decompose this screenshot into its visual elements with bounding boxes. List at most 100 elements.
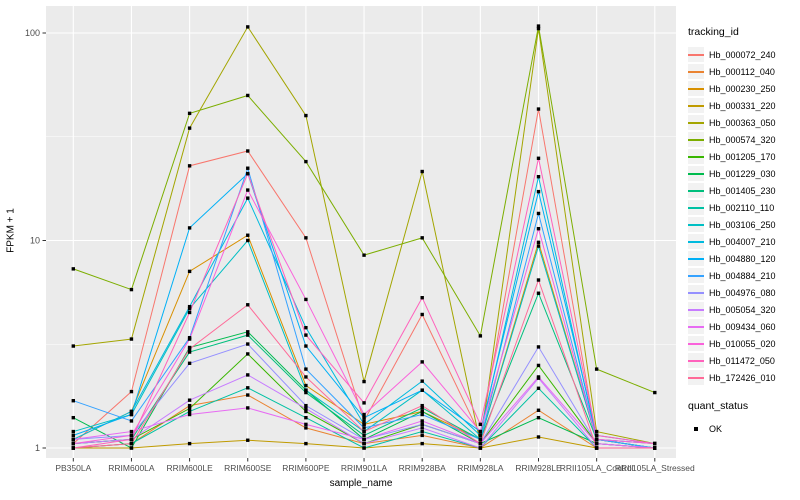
data-point [246,171,250,176]
data-point [187,403,192,408]
data-point [362,379,366,384]
legend-line-icon [688,54,704,56]
data-point [420,236,424,240]
data-point [362,426,366,430]
legend-label: Hb_002110_110 [709,202,775,213]
legend-key [688,302,704,317]
legend-key [688,149,704,164]
data-point [246,342,250,346]
data-point [420,409,424,414]
data-point [362,437,366,442]
data-point [187,126,192,130]
data-point [129,409,134,414]
data-point [304,390,308,395]
x-tick-label: RRIM928LE [515,463,562,473]
data-point [71,429,75,434]
data-point [129,337,134,341]
data-point [187,310,192,315]
data-point [653,390,657,395]
legend-items: Hb_000072_240 Hb_000112_040 Hb_000230_250 H… [688,46,800,386]
legend-label: Hb_004976_080 [709,287,776,298]
legend-key [688,217,704,232]
ok-point-icon [694,426,698,431]
data-point [71,441,75,446]
legend-key [688,370,704,385]
data-point [536,156,541,160]
data-point [420,296,424,300]
legend-label: Hb_003106_250 [709,219,776,230]
legend-label: Hb_004880_120 [709,253,776,264]
data-point [187,306,192,311]
legend-item: Hb_001405_230 [688,182,800,199]
x-tick-label: RRIM600LA [108,463,155,473]
data-point [594,437,599,442]
data-point [246,333,250,337]
legend-key [688,251,704,266]
legend-key [688,166,704,181]
data-point [129,441,134,446]
data-point [478,433,483,438]
data-point [304,426,308,430]
data-point [187,304,192,309]
legend-label: Hb_004884_210 [709,270,776,281]
data-point [304,406,308,411]
data-point [420,426,424,430]
legend-line-icon [688,190,704,192]
data-point [304,415,308,420]
legend-item: Hb_010055_020 [688,335,800,352]
data-point [536,189,541,194]
legend-key [688,353,704,368]
legend-item: Hb_004880_120 [688,250,800,267]
data-point [594,429,599,434]
legend-line-icon [688,309,704,311]
data-point [71,433,75,438]
legend-item: Hb_000331_220 [688,97,800,114]
x-tick-label: RRIM600LE [166,463,213,473]
data-point [129,446,134,450]
data-point [246,386,250,390]
legend-key [688,200,704,215]
x-tick-label: PB350LA [55,463,91,473]
data-point [536,363,541,368]
legend-label: Hb_000574_320 [709,134,776,145]
legend-label: Hb_000112_040 [709,66,775,77]
legend: tracking_id Hb_000072_240 Hb_000112_040 Hb… [688,26,800,437]
data-point [420,433,424,438]
data-point [129,429,134,434]
data-point [420,388,424,392]
legend-label: Hb_001205_170 [709,151,776,162]
data-point [246,233,250,237]
data-point [71,446,75,450]
data-point [420,429,424,434]
data-point [129,419,134,423]
data-point [129,412,134,417]
data-point [420,441,424,446]
data-point [536,435,541,439]
data-point [362,429,366,434]
data-point [304,333,308,337]
legend-item: Hb_005054_320 [688,301,800,318]
data-point [478,334,483,338]
legend-line-icon [688,292,704,294]
data-point [246,188,250,192]
legend-item: Hb_009434_060 [688,318,800,335]
data-point [536,375,541,379]
data-point [246,303,250,307]
data-point [594,433,599,438]
legend-key [688,81,704,96]
legend-label: Hb_000331_220 [709,100,776,111]
legend-line-icon [688,258,704,260]
data-point [478,446,483,450]
legend-key [688,47,704,62]
legend-label: Hb_001405_230 [709,185,776,196]
data-point [129,437,134,442]
data-point [478,422,483,427]
legend-item: Hb_003106_250 [688,216,800,233]
data-point [594,441,599,446]
legend-line-icon [688,122,704,124]
legend-key [688,98,704,113]
data-point [536,291,541,295]
data-point [246,149,250,153]
x-axis-title: sample_name [329,478,393,489]
